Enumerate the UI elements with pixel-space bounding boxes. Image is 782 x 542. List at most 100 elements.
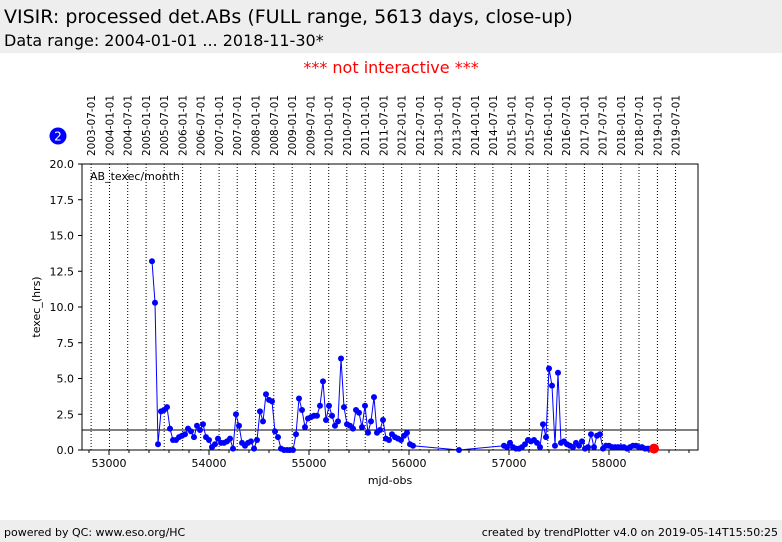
data-point <box>332 422 338 429</box>
y-tick-label: 15.0 <box>50 230 75 243</box>
data-point <box>338 355 344 362</box>
data-point <box>230 445 236 452</box>
data-point <box>275 434 281 441</box>
date-tick-labels: 2003-07-01 2004-01-01 2004-07-01 2005-01-01… <box>86 95 682 156</box>
y-tick-label: 5.0 <box>57 373 75 386</box>
data-point <box>290 447 296 453</box>
data-point <box>549 382 555 389</box>
data-point <box>350 425 356 432</box>
date-tick-label: 2004-07-01 <box>123 95 135 156</box>
y-tick-label: 20.0 <box>50 158 75 171</box>
data-point <box>576 442 582 449</box>
x-tick-label: 55000 <box>292 457 327 470</box>
data-point <box>149 258 155 265</box>
data-point <box>326 402 332 409</box>
data-point <box>164 404 170 411</box>
panel-label: AB_texec/month <box>90 170 180 183</box>
data-point <box>371 394 377 401</box>
data-point <box>314 412 320 419</box>
data-point <box>386 437 392 443</box>
data-point <box>248 438 254 445</box>
data-point <box>200 421 206 428</box>
count-badge <box>49 127 67 145</box>
date-tick-label: 2009-01-01 <box>287 95 299 156</box>
date-tick-label: 2014-07-01 <box>488 95 500 156</box>
footer-credit: powered by QC: www.eso.org/HC <box>4 526 186 539</box>
date-tick-label: 2003-07-01 <box>86 95 98 156</box>
x-tick-label: 56000 <box>392 457 427 470</box>
date-tick-label: 2011-01-01 <box>360 95 372 156</box>
y-tick-label: 10.0 <box>50 301 75 314</box>
date-tick-label: 2011-07-01 <box>378 95 390 156</box>
data-point <box>302 424 308 431</box>
count-badge-text: 2 <box>54 130 62 144</box>
data-point <box>236 422 242 429</box>
not-interactive-notice: *** not interactive *** <box>303 58 479 77</box>
data-point <box>543 434 549 441</box>
data-point <box>197 427 203 433</box>
data-point <box>380 417 386 423</box>
data-point <box>335 418 341 425</box>
data-point <box>293 431 299 438</box>
data-point <box>167 425 173 432</box>
date-tick-label: 2018-01-01 <box>616 95 628 156</box>
plot-frame <box>81 163 699 451</box>
data-point <box>585 444 591 451</box>
data-point <box>227 435 233 442</box>
date-tick-label: 2013-07-01 <box>451 95 463 156</box>
data-point <box>320 378 326 385</box>
vertical-grid <box>90 164 676 450</box>
date-tick-label: 2007-07-01 <box>232 95 244 156</box>
series-texec <box>149 258 659 454</box>
data-point <box>191 434 197 441</box>
date-tick-label: 2006-01-01 <box>178 95 190 156</box>
data-point <box>329 412 335 419</box>
data-point <box>296 395 302 402</box>
x-tick-label: 58000 <box>592 457 627 470</box>
data-point <box>504 444 510 451</box>
y-tick-label: 2.5 <box>57 408 75 421</box>
data-point <box>272 428 278 435</box>
date-tick-label: 2015-07-01 <box>524 95 536 156</box>
date-tick-label: 2005-07-01 <box>159 95 171 156</box>
data-point <box>546 365 552 372</box>
date-tick-label: 2017-01-01 <box>579 95 591 156</box>
data-point <box>555 369 561 376</box>
date-tick-label: 2014-01-01 <box>470 95 482 156</box>
date-tick-label: 2019-07-01 <box>671 95 683 156</box>
data-point <box>534 439 540 446</box>
data-point <box>251 445 257 452</box>
header-bar: VISIR: processed det.ABs (FULL range, 56… <box>0 0 782 53</box>
data-point <box>404 429 410 436</box>
date-tick-label: 2012-07-01 <box>415 95 427 156</box>
data-point <box>537 444 543 451</box>
date-tick-label: 2004-01-01 <box>105 95 117 156</box>
x-tick-label: 57000 <box>492 457 527 470</box>
data-point <box>579 438 585 445</box>
date-tick-label: 2015-01-01 <box>506 95 518 156</box>
data-point <box>215 435 221 442</box>
x-tick-label: 53000 <box>92 457 127 470</box>
data-point <box>552 442 558 449</box>
date-tick-label: 2019-01-01 <box>652 95 664 156</box>
footer-timestamp: created by trendPlotter v4.0 on 2019-05-… <box>481 526 778 539</box>
data-point <box>260 418 266 425</box>
data-point <box>570 444 576 451</box>
y-axis-label: texec_(hrs) <box>30 276 43 337</box>
date-tick-label: 2010-01-01 <box>324 95 336 156</box>
x-axis: 53000 54000 55000 56000 57000 58000 <box>88 450 690 470</box>
data-point <box>341 404 347 411</box>
y-tick-label: 17.5 <box>50 194 75 207</box>
data-point <box>269 398 275 405</box>
data-point <box>263 391 269 398</box>
latest-point-marker <box>649 443 659 454</box>
data-point <box>597 431 603 438</box>
date-tick-label: 2012-01-01 <box>397 95 409 156</box>
data-point <box>359 424 365 431</box>
data-range-subtitle: Data range: 2004-01-01 ... 2018-11-30* <box>4 31 324 50</box>
data-point <box>155 441 161 448</box>
data-point <box>212 441 218 448</box>
date-tick-label: 2008-01-01 <box>251 95 263 156</box>
data-point <box>182 431 188 438</box>
